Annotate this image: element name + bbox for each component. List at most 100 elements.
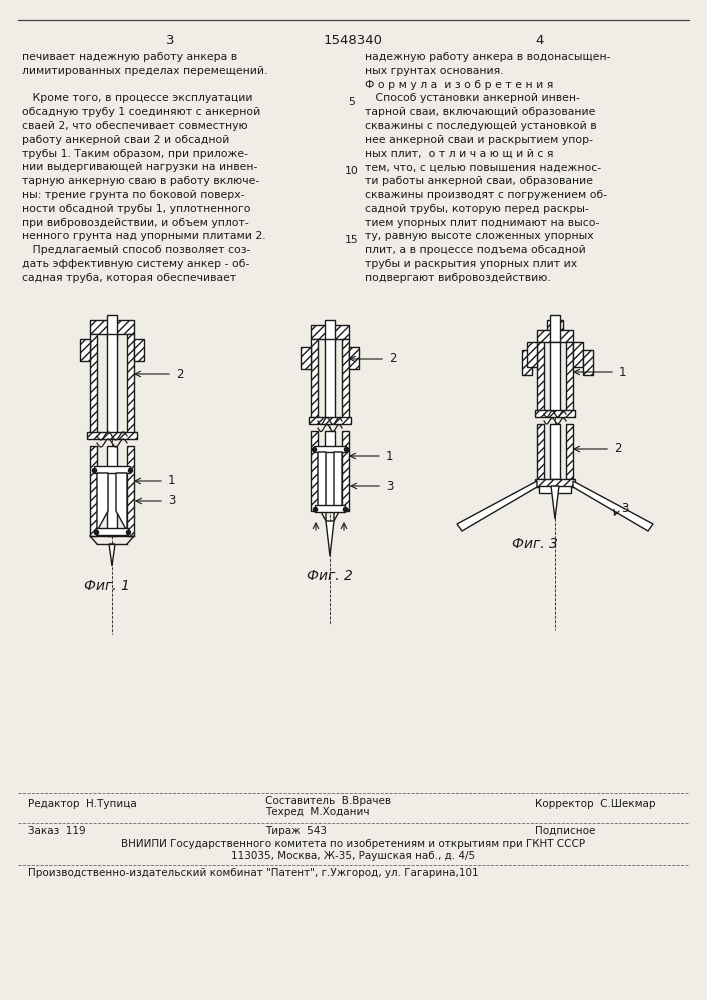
Text: Фиг. 3: Фиг. 3: [512, 537, 558, 551]
Bar: [96, 528, 128, 535]
Text: плит, а в процессе подъема обсадной: плит, а в процессе подъема обсадной: [365, 245, 586, 255]
Bar: [311, 339, 318, 419]
Text: нее анкерной сваи и раскрытием упор-: нее анкерной сваи и раскрытием упор-: [365, 135, 593, 145]
Polygon shape: [334, 452, 342, 521]
Bar: [349, 347, 359, 369]
Text: трубы и раскрытия упорных плит их: трубы и раскрытия упорных плит их: [365, 259, 577, 269]
Text: 15: 15: [345, 235, 359, 245]
Text: Заказ  119: Заказ 119: [28, 826, 86, 836]
Text: 1548340: 1548340: [324, 34, 382, 47]
Text: работу анкерной сваи 2 и обсадной: работу анкерной сваи 2 и обсадной: [22, 135, 229, 145]
Text: лимитированных пределах перемещений.: лимитированных пределах перемещений.: [22, 66, 267, 76]
Text: ВНИИПИ Государственного комитета по изобретениям и открытиям при ГКНТ СССР: ВНИИПИ Государственного комитета по изоб…: [121, 839, 585, 849]
Bar: [583, 350, 593, 375]
Text: 3: 3: [621, 502, 629, 516]
Bar: [535, 479, 575, 487]
Text: скважины производят с погружением об-: скважины производят с погружением об-: [365, 190, 607, 200]
Bar: [550, 424, 560, 479]
Bar: [539, 486, 571, 493]
Bar: [315, 505, 345, 512]
Bar: [537, 424, 544, 479]
Bar: [537, 342, 544, 412]
Bar: [537, 330, 573, 342]
Bar: [547, 320, 563, 330]
Bar: [90, 334, 97, 434]
Bar: [94, 466, 130, 473]
Polygon shape: [97, 473, 108, 531]
Text: Подписное: Подписное: [535, 826, 595, 836]
Text: ту, равную высоте сложенных упорных: ту, равную высоте сложенных упорных: [365, 231, 594, 241]
Text: 3: 3: [165, 34, 174, 47]
Text: ных грунтах основания.: ных грунтах основания.: [365, 66, 503, 76]
Bar: [566, 342, 573, 412]
Text: скважины с последующей установкой в: скважины с последующей установкой в: [365, 121, 597, 131]
Bar: [311, 339, 318, 419]
Text: 2: 2: [614, 442, 621, 456]
Bar: [127, 334, 134, 434]
Bar: [537, 330, 573, 342]
Bar: [309, 417, 351, 424]
Bar: [309, 417, 351, 424]
Text: Тираж  543: Тираж 543: [265, 826, 327, 836]
Polygon shape: [116, 473, 127, 531]
Text: нии выдергивающей нагрузки на инвен-: нии выдергивающей нагрузки на инвен-: [22, 162, 257, 172]
Bar: [107, 315, 117, 339]
Bar: [573, 342, 583, 367]
Bar: [134, 339, 144, 361]
Text: Фиг. 2: Фиг. 2: [307, 569, 353, 583]
Bar: [566, 424, 573, 479]
Text: при вибровоздействии, и объем уплот-: при вибровоздействии, и объем уплот-: [22, 218, 249, 228]
Bar: [522, 350, 532, 375]
Bar: [527, 342, 537, 367]
Text: трубы 1. Таким образом, при приложе-: трубы 1. Таким образом, при приложе-: [22, 149, 248, 159]
Bar: [342, 431, 349, 511]
Bar: [90, 446, 97, 536]
Bar: [522, 350, 532, 375]
Text: Техред  М.Ходанич: Техред М.Ходанич: [265, 807, 370, 817]
Bar: [535, 410, 575, 417]
Bar: [537, 424, 544, 479]
Text: 4: 4: [536, 34, 544, 47]
Text: тарную анкерную сваю в работу включе-: тарную анкерную сваю в работу включе-: [22, 176, 259, 186]
Text: садная труба, которая обеспечивает: садная труба, которая обеспечивает: [22, 273, 236, 283]
Bar: [311, 431, 318, 511]
Text: тем, что, с целью повышения надежнос-: тем, что, с целью повышения надежнос-: [365, 162, 601, 172]
Text: 1: 1: [386, 450, 394, 462]
Polygon shape: [326, 521, 334, 556]
Polygon shape: [457, 481, 537, 531]
Bar: [301, 347, 311, 369]
Bar: [311, 325, 349, 339]
Bar: [301, 347, 311, 369]
Text: 3: 3: [168, 494, 175, 508]
Bar: [90, 446, 97, 536]
Text: печивает надежную работу анкера в: печивает надежную работу анкера в: [22, 52, 237, 62]
Bar: [573, 342, 583, 367]
Text: сваей 2, что обеспечивает совместную: сваей 2, что обеспечивает совместную: [22, 121, 247, 131]
Text: ны: трение грунта по боковой поверх-: ны: трение грунта по боковой поверх-: [22, 190, 245, 200]
Bar: [535, 410, 575, 417]
Bar: [325, 339, 335, 419]
Text: Производственно-издательский комбинат "Патент", г.Ужгород, ул. Гагарина,101: Производственно-издательский комбинат "П…: [28, 868, 479, 878]
Bar: [325, 320, 335, 342]
Text: 10: 10: [345, 166, 359, 176]
Bar: [325, 431, 335, 511]
Text: Составитель  В.Врачев: Составитель В.Врачев: [265, 796, 391, 806]
Text: ти работы анкерной сваи, образование: ти работы анкерной сваи, образование: [365, 176, 593, 186]
Bar: [127, 446, 134, 536]
Text: Кроме того, в процессе эксплуатации: Кроме того, в процессе эксплуатации: [22, 93, 252, 103]
Bar: [80, 339, 90, 361]
Text: тием упорных плит поднимают на высо-: тием упорных плит поднимают на высо-: [365, 218, 600, 228]
Polygon shape: [109, 544, 115, 566]
Bar: [342, 431, 349, 511]
Bar: [311, 325, 349, 339]
Bar: [127, 446, 134, 536]
Bar: [134, 339, 144, 361]
Bar: [342, 339, 349, 419]
Bar: [107, 446, 117, 536]
Text: 5: 5: [349, 97, 356, 107]
Polygon shape: [573, 481, 653, 531]
Text: 3: 3: [386, 480, 393, 492]
Bar: [583, 350, 593, 375]
Bar: [90, 334, 97, 434]
Bar: [547, 320, 563, 330]
